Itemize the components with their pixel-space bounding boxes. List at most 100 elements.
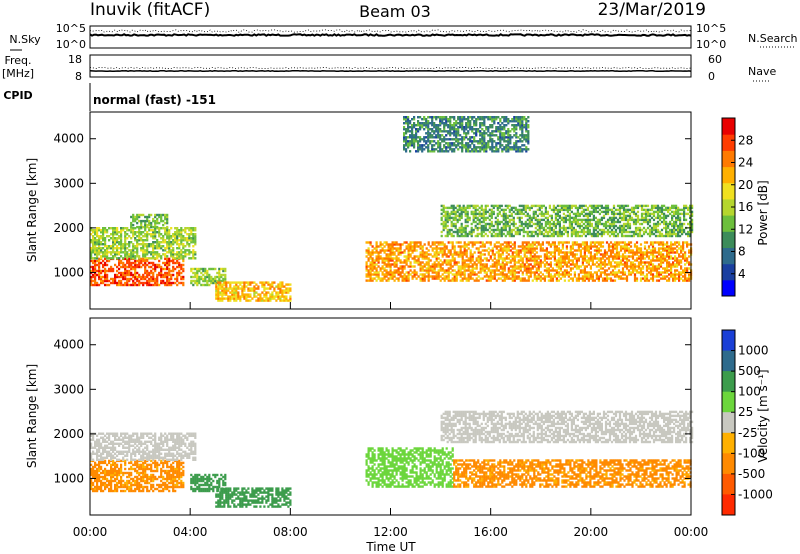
power-cells-cell-3232 <box>647 255 651 258</box>
power-cells-cell-3344 <box>666 275 669 278</box>
power-cells-cell-4010 <box>540 230 543 234</box>
power-cells-cell-2157 <box>477 251 480 254</box>
power-cells-cell-290 <box>154 263 157 267</box>
power-cells-cell-3236 <box>649 277 653 280</box>
power-cells-cell-4507 <box>634 218 638 222</box>
power-cells-cell-2676 <box>559 273 562 276</box>
power-cells-cell-554 <box>114 229 117 232</box>
power-cells-cell-1153 <box>218 269 221 273</box>
power-cells-cell-3596 <box>456 228 459 232</box>
power-cells-cell-4184 <box>572 212 575 216</box>
power-cells-cell-1955 <box>445 259 448 262</box>
power-cells-cell-726 <box>146 233 149 236</box>
power-cells-cell-1500 <box>375 279 378 282</box>
power-cells-cell-2115 <box>469 249 472 252</box>
power-cells-cell-2918 <box>597 263 600 266</box>
power-cells-cell-4380 <box>610 218 614 222</box>
power-cells-cell-2585 <box>543 249 546 252</box>
power-cells-cell-387 <box>178 265 181 269</box>
power-cells-cell-4374 <box>610 232 614 236</box>
power-cells-cell-4392 <box>612 218 616 222</box>
power-cells-cell-970 <box>192 233 195 236</box>
power-cells-cell-3917 <box>520 216 523 220</box>
power-cells-cell-690 <box>140 233 143 236</box>
power-cells-cell-2035 <box>459 273 462 276</box>
power-cells-cell-1134 <box>212 279 215 283</box>
power-cells-cell-3869 <box>510 232 513 236</box>
power-cells-cell-32 <box>96 281 99 285</box>
power-cells-cell-3571 <box>450 204 453 208</box>
power-cells-cell-2866 <box>589 273 592 276</box>
power-cells-cell-3059 <box>619 259 623 262</box>
power-cells-cell-2850 <box>585 241 588 244</box>
power-cells-cell-2941 <box>601 277 605 280</box>
power-cells-cell-4437 <box>620 204 624 208</box>
power-cells-cell-2869 <box>589 265 592 268</box>
power-cells-cell-1415 <box>283 289 286 292</box>
power-cells-cell-4047 <box>546 212 549 216</box>
power-cells-cell-3335 <box>664 269 667 272</box>
power-cells-cell-4875 <box>413 118 416 121</box>
power-cells-cell-1363 <box>269 299 272 302</box>
power-cells-cell-3836 <box>504 228 507 232</box>
power-cells-cell-1913 <box>439 269 442 272</box>
power-cells-cell-3566 <box>450 220 453 224</box>
power-cells-cell-3116 <box>627 241 631 244</box>
power-cells-cell-1799 <box>421 269 424 272</box>
power-cells-cell-2233 <box>491 269 494 272</box>
power-cells-cell-265 <box>148 261 151 265</box>
power-cells-cell-4541 <box>642 232 646 236</box>
power-cells-cell-2409 <box>517 255 520 258</box>
power-cells-cell-4132 <box>562 206 565 210</box>
power-cells-cell-3500 <box>688 243 691 246</box>
power-cells-cell-3446 <box>680 261 683 264</box>
power-cells-cell-2011 <box>453 245 456 248</box>
power-cells-cell-3862 <box>508 220 511 224</box>
power-cells-cell-3814 <box>498 204 501 208</box>
power-cells-cell-3874 <box>510 214 513 218</box>
power-cells-cell-2395 <box>515 267 518 270</box>
power-cells-cell-1162 <box>222 273 225 277</box>
power-cells-cell-1261 <box>235 281 238 284</box>
power-cells-cell-1662 <box>397 247 400 250</box>
power-cells-cell-3696 <box>476 232 479 236</box>
power-cells-cell-3531 <box>444 226 447 230</box>
power-cells-cell-1487 <box>371 251 374 254</box>
power-cells-cell-3689 <box>474 214 477 218</box>
power-cells-cell-1379 <box>273 289 276 292</box>
power-cells-cell-466 <box>98 235 101 238</box>
power-cells-cell-1835 <box>427 275 430 278</box>
power-cells-cell-137 <box>122 265 125 269</box>
power-cells-cell-1624 <box>393 279 396 282</box>
power-cells-cell-945 <box>188 239 191 242</box>
power-cells-cell-2849 <box>585 243 588 246</box>
power-cells-cell-4815 <box>403 116 406 119</box>
power-cells-cell-128 <box>120 271 123 275</box>
power-cells-cell-2948 <box>601 253 605 256</box>
power-cells-cell-4935 <box>425 124 428 127</box>
power-cells-cell-136 <box>122 271 125 275</box>
power-cells-cell-2481 <box>527 247 530 250</box>
power-cells-cell-4789 <box>689 206 692 210</box>
power-cells-cell-129 <box>120 265 123 269</box>
power-cells-cell-4158 <box>568 218 571 222</box>
power-cells-cell-54 <box>100 269 103 273</box>
power-cells-cell-3974 <box>532 214 535 218</box>
power-cells-cell-493 <box>104 253 107 256</box>
power-cells-cell-870 <box>174 227 177 230</box>
power-cells-cell-1838 <box>427 269 430 272</box>
power-cells-cell-3182 <box>639 261 643 264</box>
power-cells-cell-196 <box>134 273 137 277</box>
power-cells-cell-424 <box>92 241 95 244</box>
power-cells-cell-1866 <box>431 243 434 246</box>
power-cells-cell-2075 <box>463 245 466 248</box>
power-cells-cell-3572 <box>452 234 455 238</box>
power-cells-cell-4095 <box>556 218 559 222</box>
power-cells-cell-4008 <box>538 204 541 208</box>
power-cells-cell-4529 <box>638 218 642 222</box>
power-cells-cell-4931 <box>425 140 428 143</box>
power-cells-cell-2854 <box>587 273 590 276</box>
power-cells-cell-43 <box>98 267 101 271</box>
power-cells-cell-296 <box>156 275 159 279</box>
power-cells-cell-4625 <box>658 230 662 234</box>
